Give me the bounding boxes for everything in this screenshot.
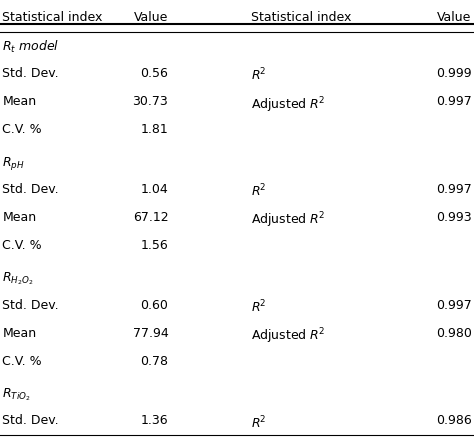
Text: Statistical index: Statistical index	[251, 11, 352, 24]
Text: Mean: Mean	[2, 211, 36, 224]
Text: Std. Dev.: Std. Dev.	[2, 67, 59, 80]
Text: 1.81: 1.81	[140, 123, 168, 136]
Text: 0.993: 0.993	[436, 211, 472, 224]
Text: Mean: Mean	[2, 95, 36, 108]
Text: Adjusted $\it{R}$$^2$: Adjusted $\it{R}$$^2$	[251, 211, 326, 230]
Text: Std. Dev.: Std. Dev.	[2, 415, 59, 427]
Text: 0.997: 0.997	[436, 95, 472, 108]
Text: $\it{R}_{t}$ model: $\it{R}_{t}$ model	[2, 39, 60, 55]
Text: C.V. %: C.V. %	[2, 239, 42, 252]
Text: $\it{R}_{TiO_2}$: $\it{R}_{TiO_2}$	[2, 386, 31, 403]
Text: Statistical index: Statistical index	[2, 11, 103, 24]
Text: C.V. %: C.V. %	[2, 354, 42, 368]
Text: 0.999: 0.999	[436, 67, 472, 80]
Text: 77.94: 77.94	[133, 327, 168, 339]
Text: $\it{R}$$^2$: $\it{R}$$^2$	[251, 183, 267, 199]
Text: $\it{R}$$^2$: $\it{R}$$^2$	[251, 299, 267, 315]
Text: Mean: Mean	[2, 327, 36, 339]
Text: Adjusted $\it{R}$$^2$: Adjusted $\it{R}$$^2$	[251, 327, 326, 346]
Text: 0.986: 0.986	[436, 415, 472, 427]
Text: 0.60: 0.60	[140, 299, 168, 312]
Text: C.V. %: C.V. %	[2, 123, 42, 136]
Text: Adjusted $\it{R}$$^2$: Adjusted $\it{R}$$^2$	[251, 95, 326, 114]
Text: $\it{R}$$^2$: $\it{R}$$^2$	[251, 415, 267, 431]
Text: 1.56: 1.56	[140, 239, 168, 252]
Text: Value: Value	[437, 11, 472, 24]
Text: 0.980: 0.980	[436, 327, 472, 339]
Text: Value: Value	[134, 11, 168, 24]
Text: Std. Dev.: Std. Dev.	[2, 299, 59, 312]
Text: $\it{R}_{pH}$: $\it{R}_{pH}$	[2, 155, 25, 171]
Text: Std. Dev.: Std. Dev.	[2, 183, 59, 196]
Text: 0.78: 0.78	[140, 354, 168, 368]
Text: 1.04: 1.04	[140, 183, 168, 196]
Text: 67.12: 67.12	[133, 211, 168, 224]
Text: 30.73: 30.73	[133, 95, 168, 108]
Text: $\it{R}$$^2$: $\it{R}$$^2$	[251, 67, 267, 84]
Text: $\it{R}_{H_2O_2}$: $\it{R}_{H_2O_2}$	[2, 271, 34, 287]
Text: 0.56: 0.56	[140, 67, 168, 80]
Text: 1.36: 1.36	[141, 415, 168, 427]
Text: 0.997: 0.997	[436, 183, 472, 196]
Text: 0.997: 0.997	[436, 299, 472, 312]
